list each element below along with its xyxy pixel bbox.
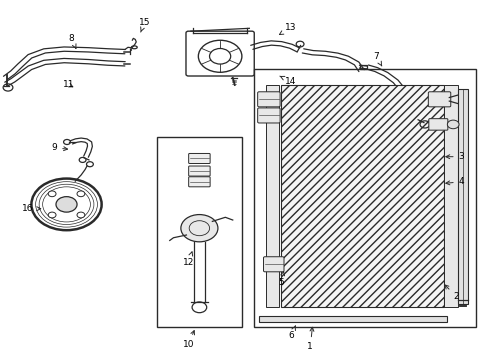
Bar — [281, 85, 444, 307]
Circle shape — [48, 212, 56, 218]
Text: 10: 10 — [183, 330, 194, 349]
Bar — [259, 316, 446, 322]
FancyBboxPatch shape — [188, 153, 210, 163]
FancyBboxPatch shape — [427, 92, 450, 107]
Text: 16: 16 — [22, 204, 41, 213]
FancyBboxPatch shape — [428, 119, 447, 130]
Text: 3: 3 — [445, 152, 464, 161]
FancyBboxPatch shape — [257, 92, 280, 107]
Text: 15: 15 — [139, 18, 150, 32]
Bar — [457, 89, 468, 304]
Text: 13: 13 — [279, 23, 296, 35]
Circle shape — [181, 215, 218, 242]
FancyBboxPatch shape — [257, 108, 280, 123]
Text: 4: 4 — [445, 177, 463, 186]
Bar — [359, 64, 366, 69]
FancyBboxPatch shape — [188, 177, 210, 187]
Text: 14: 14 — [279, 76, 296, 86]
Text: 5: 5 — [278, 271, 284, 287]
Text: 11: 11 — [63, 81, 75, 90]
Bar — [254, 69, 475, 327]
Bar — [157, 137, 242, 327]
Text: 8: 8 — [68, 34, 76, 48]
Circle shape — [56, 197, 77, 212]
Text: 9: 9 — [51, 143, 67, 152]
FancyBboxPatch shape — [188, 166, 210, 176]
Bar — [266, 85, 278, 307]
Text: 2: 2 — [444, 285, 459, 301]
Text: 12: 12 — [183, 252, 194, 267]
Text: 7: 7 — [372, 52, 381, 66]
Text: 6: 6 — [287, 326, 295, 341]
Circle shape — [77, 212, 84, 218]
Text: 1: 1 — [307, 327, 313, 351]
Circle shape — [48, 191, 56, 197]
FancyBboxPatch shape — [263, 257, 284, 272]
Bar — [444, 85, 457, 307]
Circle shape — [447, 120, 458, 129]
Circle shape — [77, 191, 84, 197]
